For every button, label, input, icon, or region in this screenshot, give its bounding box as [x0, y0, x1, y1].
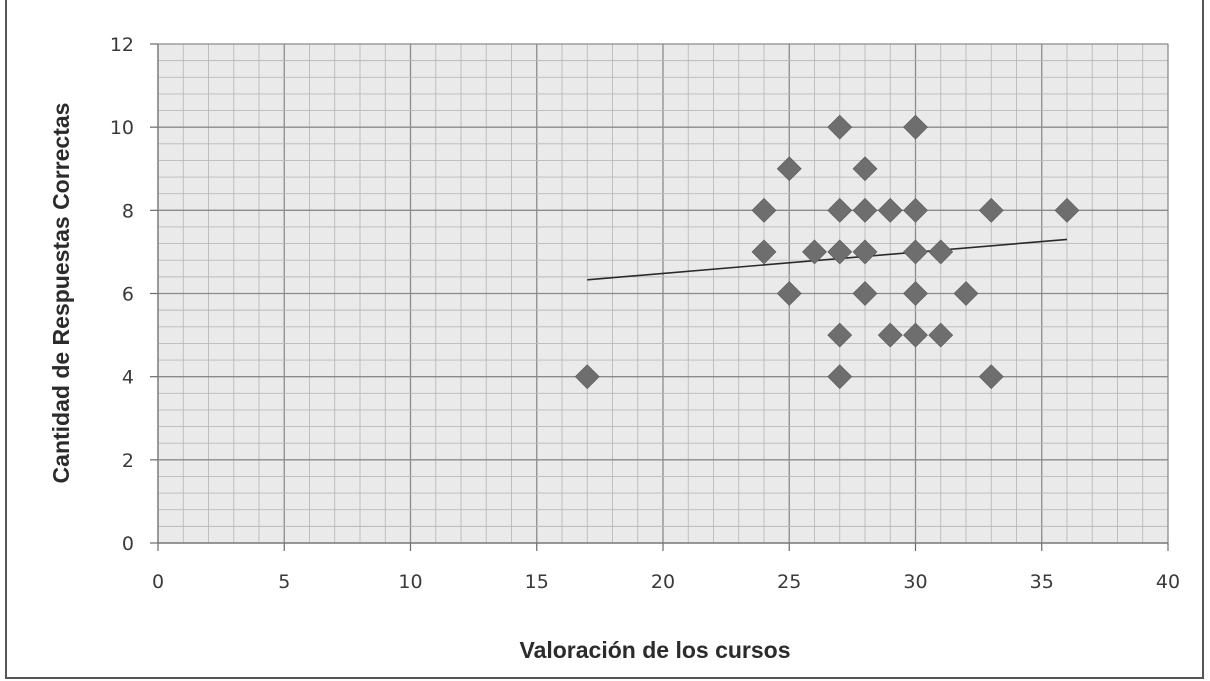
data-point	[903, 239, 928, 265]
data-points	[574, 114, 1080, 390]
data-point	[852, 197, 878, 223]
trendline	[587, 238, 1068, 281]
y-axis-title: Cantidad de Respuestas Correctas	[48, 103, 74, 484]
data-point	[903, 322, 928, 348]
data-point	[802, 239, 827, 265]
data-point	[852, 156, 878, 182]
data-point	[751, 239, 777, 265]
chart-frame	[5, 0, 1204, 679]
data-point	[827, 239, 853, 265]
data-point	[827, 364, 853, 390]
x-tick-label: 30	[903, 571, 927, 593]
x-tick-label: 25	[777, 571, 801, 593]
trendline-group	[587, 238, 1068, 281]
data-point	[827, 114, 853, 140]
data-point	[852, 281, 878, 306]
x-tick-label: 0	[152, 571, 164, 593]
data-point	[1054, 197, 1080, 223]
data-point	[574, 364, 600, 390]
x-tick-label: 35	[1030, 571, 1054, 593]
data-point	[827, 197, 853, 223]
y-tick-label: 8	[122, 200, 134, 222]
data-point	[978, 364, 1004, 390]
y-tick-label: 6	[122, 284, 134, 306]
data-point	[978, 197, 1004, 223]
grid-lines	[157, 43, 1169, 544]
y-tick-label: 4	[122, 367, 134, 389]
x-axis-title: Valoración de los cursos	[520, 637, 791, 663]
axes	[150, 43, 1169, 551]
x-tick-label: 20	[651, 571, 675, 593]
data-point	[852, 239, 878, 265]
data-point	[903, 197, 928, 223]
data-point	[928, 239, 954, 265]
data-point	[776, 281, 802, 306]
x-tick-label: 10	[398, 571, 422, 593]
x-tick-label: 5	[278, 571, 290, 593]
x-tick-label: 40	[1156, 571, 1180, 593]
data-point	[903, 281, 928, 306]
x-tick-label: 15	[525, 571, 549, 593]
data-point	[953, 281, 979, 306]
data-point	[903, 114, 928, 140]
y-tick-label: 2	[122, 450, 134, 472]
data-point	[751, 197, 777, 223]
y-tick-label: 12	[110, 34, 134, 56]
data-point	[827, 322, 853, 348]
data-point	[877, 197, 903, 223]
data-point	[776, 156, 802, 182]
data-point	[877, 322, 903, 348]
data-point	[928, 322, 954, 348]
y-tick-label: 0	[122, 533, 134, 555]
tick-labels: 0 2 4 6 8 10 12 0 5 10 15 20 25 30 35 40	[110, 34, 1180, 593]
y-tick-label: 10	[110, 117, 134, 139]
